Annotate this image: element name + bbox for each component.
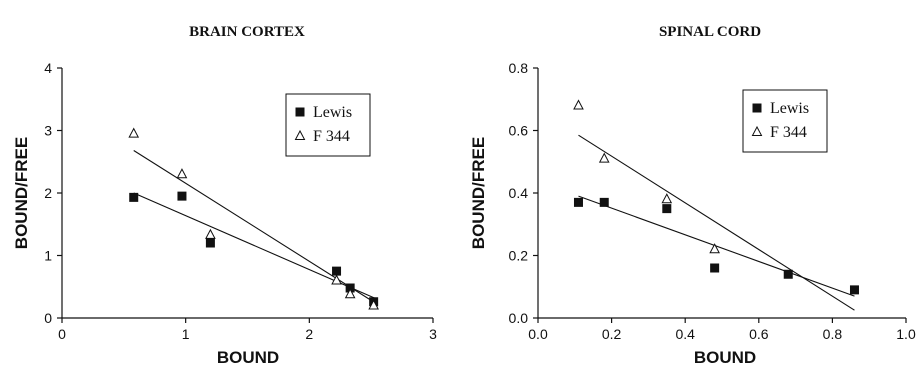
legend-square-icon — [752, 103, 762, 113]
lewis-point — [332, 266, 342, 276]
x-tick-label: 0.8 — [823, 326, 843, 342]
x-axis-label: BOUND — [694, 348, 756, 366]
y-tick-label: 2 — [44, 185, 52, 201]
lewis-point — [129, 192, 139, 202]
y-tick-label: 0.0 — [509, 310, 529, 326]
f344-point — [661, 193, 673, 204]
axes — [533, 67, 907, 323]
f344-point — [331, 274, 342, 285]
x-tick-label: 2 — [305, 326, 313, 342]
f344-point — [344, 288, 356, 299]
legend-label: Lewis — [770, 100, 809, 117]
f344-point — [128, 127, 140, 138]
y-tick-label: 0.2 — [509, 248, 529, 264]
legend: Lewis F 344 — [285, 93, 371, 157]
legend-square-icon — [295, 107, 305, 117]
x-tick-label: 0.4 — [675, 326, 695, 342]
f344-point — [176, 168, 188, 179]
f344-point — [368, 299, 379, 310]
legend-box — [285, 93, 371, 157]
x-axis-label: BOUND — [217, 348, 279, 366]
chart-title: BRAIN CORTEX — [189, 24, 305, 40]
x-tick-label: 3 — [429, 326, 437, 342]
y-tick-label: 3 — [44, 123, 52, 139]
lewis-fit-line — [578, 195, 855, 297]
y-tick-label: 0 — [44, 310, 52, 326]
fit-lines — [578, 134, 855, 311]
legend-label: Lewis — [313, 104, 352, 121]
f344-point — [709, 243, 720, 254]
lewis-point — [783, 269, 793, 279]
tick-labels: 0.0 0.2 0.4 0.6 0.8 1.0 0.0 0.2 0.4 0.6 0.8 — [509, 60, 916, 342]
y-tick-label: 0.4 — [509, 185, 529, 201]
data-points — [128, 127, 379, 310]
y-tick-label: 0.8 — [509, 60, 529, 76]
legend-label: F 344 — [313, 128, 350, 145]
x-tick-label: 1 — [182, 326, 190, 342]
y-tick-label: 4 — [44, 60, 52, 76]
data-points — [573, 99, 859, 295]
lewis-point — [573, 197, 583, 207]
lewis-point — [662, 204, 672, 214]
legend-label: F 344 — [770, 124, 807, 141]
x-tick-label: 0 — [58, 326, 66, 342]
lewis-point — [205, 238, 215, 248]
y-axis-label: BOUND/FREE — [12, 137, 31, 249]
f344-point — [573, 99, 584, 110]
y-axis-label: BOUND/FREE — [469, 137, 488, 249]
legend-triangle-icon — [294, 129, 306, 140]
brain-cortex-panel: BRAIN CORTEX BOUND/FREE BOUND 0 1 2 301234 … — [12, 24, 437, 366]
chart-title: SPINAL CORD — [659, 24, 761, 40]
f344-fit-line — [133, 150, 378, 305]
axes — [57, 67, 434, 323]
legend-triangle-icon — [751, 125, 763, 136]
spinal-cord-panel: SPINAL CORD BOUND/FREE BOUND 0.0 0.2 0.4 0.… — [469, 24, 916, 366]
x-tick-label: 0.0 — [528, 326, 548, 342]
y-tick-label: 1 — [44, 248, 52, 264]
lewis-point — [710, 263, 720, 273]
x-tick-label: 1.0 — [896, 326, 916, 342]
x-tick-label: 0.2 — [602, 326, 622, 342]
lewis-point — [177, 191, 187, 201]
fit-lines — [133, 150, 378, 305]
lewis-point — [599, 197, 609, 207]
lewis-point — [345, 283, 355, 293]
y-tick-label: 0.6 — [509, 123, 529, 139]
tick-labels: 0 1 2 3 0 1 2 3 4 — [44, 60, 437, 342]
legend-box — [742, 89, 828, 153]
f344-fit-line — [578, 134, 855, 311]
legend: Lewis F 344 — [742, 89, 828, 153]
f344-point — [598, 152, 610, 163]
f344-point — [205, 228, 216, 239]
lewis-point — [849, 285, 859, 295]
x-tick-label: 0.6 — [749, 326, 769, 342]
